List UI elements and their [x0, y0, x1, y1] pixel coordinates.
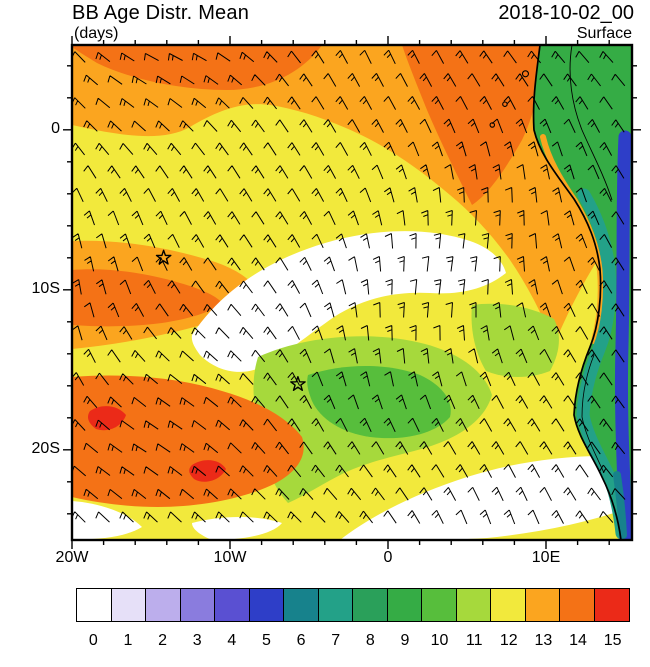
region-green-patch-core — [307, 366, 451, 439]
inland-border-line-2 — [581, 354, 605, 474]
coastline — [532, 45, 622, 540]
island-outline — [521, 70, 530, 78]
colorbar-cell-8 — [352, 588, 389, 622]
colorbar-label-7: 7 — [331, 632, 341, 649]
colorbar-label-3: 3 — [192, 632, 202, 649]
map-canvas — [63, 36, 641, 549]
colorbar-label-5: 5 — [261, 632, 271, 649]
inland-border-line — [569, 45, 613, 201]
region-southwest-orange — [72, 375, 304, 507]
colorbar-cell-9 — [386, 588, 423, 622]
colorbar-label-1: 1 — [123, 632, 133, 649]
x-tick-label-3: 10E — [531, 549, 561, 566]
colorbar-label-10: 10 — [430, 632, 449, 649]
region-southwest-red-spot-a — [88, 406, 126, 431]
region-land-blue-band — [614, 130, 632, 540]
colorbar-cell-12 — [490, 588, 527, 622]
x-tick-label-0: 20W — [55, 549, 89, 566]
island-outline — [502, 101, 508, 107]
datetime-label: 2018-10-02_00 — [498, 2, 634, 24]
region-top-orange-dark-west — [72, 45, 322, 90]
colorbar-label-15: 15 — [603, 632, 622, 649]
map-frame — [70, 43, 634, 542]
star-marker — [155, 249, 172, 265]
colorbar-cell-3 — [179, 588, 216, 622]
colorbar-cell-14 — [559, 588, 596, 622]
y-tick-label-1: 10S — [31, 279, 60, 297]
colorbar-label-6: 6 — [296, 632, 306, 649]
region-white-bottom-mid — [192, 517, 282, 540]
colorbar-cell-13 — [524, 588, 562, 622]
colorbar-label-11: 11 — [465, 632, 483, 649]
x-tick-label-2: 0 — [383, 549, 393, 566]
colorbar-cell-11 — [455, 588, 492, 622]
region-white-bottom-right — [340, 455, 632, 540]
region-land-teal-band — [576, 188, 629, 540]
map-layers — [72, 45, 632, 540]
colorbar-cell-2 — [145, 588, 182, 622]
region-east-green-tint — [471, 303, 559, 377]
x-tick-label-1: 10W — [213, 549, 247, 566]
colorbar-cell-0 — [76, 588, 113, 622]
colorbar-label-12: 12 — [499, 632, 518, 649]
region-southwest-red-spot-b — [189, 460, 226, 482]
colorbar-label-2: 2 — [158, 632, 168, 649]
colorbar-label-13: 13 — [534, 632, 553, 649]
colorbar-label-8: 8 — [365, 632, 375, 649]
level-label: Surface — [576, 25, 632, 42]
colorbar-cell-6 — [283, 588, 320, 622]
y-tick-label-2: 20S — [31, 439, 60, 457]
colorbar-cell-7 — [317, 588, 354, 622]
units-label: (days) — [74, 25, 119, 42]
colorbar-cell-4 — [214, 588, 251, 622]
region-land-darkteal-patch — [613, 471, 627, 539]
plot-title: BB Age Distr. Mean — [72, 2, 250, 24]
star-marker — [290, 376, 306, 391]
axis-ticks — [63, 36, 641, 549]
colorbar — [76, 588, 631, 622]
colorbar-cell-5 — [248, 588, 285, 622]
wind-barbs — [72, 49, 626, 525]
colorbar-label-14: 14 — [569, 632, 587, 649]
colorbar-label-9: 9 — [400, 632, 410, 649]
region-top-orange-dark-east — [402, 45, 541, 205]
colorbar-cell-10 — [421, 588, 458, 622]
colorbar-cell-1 — [110, 588, 147, 622]
map-plot — [63, 36, 641, 549]
colorbar-cell-15 — [593, 588, 631, 622]
region-midleft-orange-core — [72, 269, 222, 327]
colorbar-label-0: 0 — [88, 632, 98, 649]
y-tick-label-0: 0 — [51, 119, 60, 137]
colorbar-label-4: 4 — [227, 632, 237, 649]
